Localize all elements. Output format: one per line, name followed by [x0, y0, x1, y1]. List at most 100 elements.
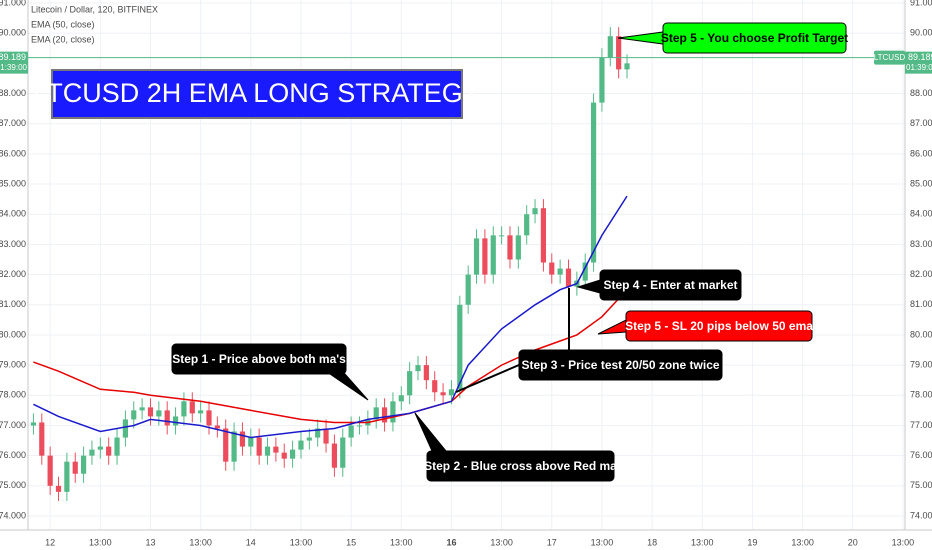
candle-body	[515, 235, 521, 260]
annotation-box	[171, 343, 347, 375]
x-tick-label: 18	[647, 537, 657, 547]
candle-body	[106, 446, 112, 456]
x-tick-label: 12	[45, 537, 55, 547]
candle-body	[415, 365, 421, 372]
candle-body	[298, 440, 304, 450]
candle-body	[80, 455, 87, 474]
candle-body	[273, 446, 279, 453]
y-tick-label-left: 81.000	[0, 299, 26, 309]
price-tag-bg-left	[0, 51, 28, 74]
candle-body	[189, 401, 195, 414]
candle-body	[239, 431, 246, 447]
candle-body	[315, 428, 321, 438]
y-tick-label-left: 75.000	[0, 480, 26, 490]
y-tick-label: 87.000	[910, 118, 932, 128]
candle-body	[549, 262, 555, 275]
y-tick-label: 88.000	[910, 88, 932, 98]
candle-body	[72, 461, 78, 474]
annotation-text: Step 3 - Price test 20/50 zone twice	[521, 358, 719, 372]
candle-body	[590, 102, 597, 263]
symbol-tag-bg	[874, 50, 905, 65]
annotation-box	[662, 22, 847, 54]
y-tick-label-left: 80.000	[0, 329, 26, 339]
candle-body	[448, 389, 455, 396]
y-tick-label: 83.000	[910, 239, 932, 249]
candle-body	[323, 428, 329, 444]
y-tick-label: 74.000	[910, 510, 932, 520]
candle-body	[47, 455, 53, 486]
candle-body	[147, 407, 154, 417]
candle-body	[348, 425, 354, 438]
annotation-box	[599, 269, 742, 301]
y-tick-label-left: 74.000	[0, 510, 26, 520]
overlay: Litecoin / Dollar, 120, BITFINEX EMA (50…	[31, 4, 848, 482]
candle-body	[139, 407, 145, 411]
ema-line	[33, 195, 628, 439]
y-tick-label: 90.000	[910, 28, 932, 38]
candle-body	[356, 425, 363, 427]
candle-body	[381, 407, 388, 423]
grid	[28, 0, 905, 530]
x-tick-label: 13:00	[490, 537, 513, 547]
title-box	[51, 69, 463, 119]
candle-body	[616, 36, 622, 70]
candle-body	[582, 262, 588, 281]
plot	[28, 27, 905, 501]
y-tick-label: 84.000	[910, 209, 932, 219]
candle-body	[256, 437, 262, 456]
legend-ema20: EMA (20, close)	[31, 34, 95, 44]
y-tick-label-left: 88.000	[0, 88, 26, 98]
annotation-pointer	[455, 364, 520, 393]
candle-body	[490, 235, 496, 275]
annotation-box	[625, 310, 813, 342]
annotation-text: Step 5 - You choose Profit Target	[661, 31, 848, 45]
annotation-text: Step 5 - SL 20 pips below 50 ema	[625, 319, 813, 333]
x-tick-label: 13:00	[892, 537, 915, 547]
candle-body	[64, 461, 70, 492]
y-tick-label-left: 82.000	[0, 269, 26, 279]
y-tick-label: 91.000	[910, 0, 932, 7]
candle-body	[181, 401, 187, 417]
candle-body	[432, 380, 438, 393]
candle-body	[264, 446, 271, 456]
y-tick-label-left: 78.000	[0, 390, 26, 400]
y-tick-label-left: 77.000	[0, 420, 26, 430]
legend-symbol: Litecoin / Dollar, 120, BITFINEX	[31, 4, 158, 14]
x-tick-label: 13	[145, 537, 155, 547]
y-tick-label-left: 87.000	[0, 118, 26, 128]
y-tick-label: 86.000	[910, 148, 932, 158]
candle-body	[89, 449, 95, 456]
y-tick-label: 82.000	[910, 269, 932, 279]
candle-body	[131, 410, 137, 420]
y-tick-label: 85.000	[910, 178, 932, 188]
y-tick-label-left: 85.000	[0, 178, 26, 188]
y-tick-label: 76.000	[910, 450, 932, 460]
y-tick-label: 77.000	[910, 420, 932, 430]
price-tag: 89.189	[908, 52, 932, 62]
x-tick-label: 16	[446, 537, 456, 547]
x-tick-label: 13:00	[290, 537, 313, 547]
candle-body	[624, 63, 630, 70]
candle-body	[156, 410, 162, 417]
candle-body	[524, 214, 530, 236]
candle-body	[599, 57, 605, 103]
y-tick-label: 78.000	[910, 390, 932, 400]
candle-body	[457, 304, 463, 390]
candle-body	[30, 422, 37, 426]
symbol-tag: LTCUSD	[874, 53, 906, 62]
x-tick-label: 20	[848, 537, 858, 547]
x-tick-label: 13:00	[89, 537, 112, 547]
candle-body	[306, 437, 312, 441]
x-tick-label: 13:00	[691, 537, 714, 547]
candle-body	[198, 410, 204, 414]
x-tick-label: 13:00	[189, 537, 212, 547]
candle-body	[164, 410, 170, 426]
y-tick-label: 75.000	[910, 480, 932, 490]
y-tick-label: 81.000	[910, 299, 932, 309]
candle-body	[114, 437, 120, 456]
candle-body	[540, 208, 547, 263]
chart-title: LTCUSD 2H EMA LONG STRATEGY	[33, 78, 481, 108]
y-tick-label-left: 90.000	[0, 28, 26, 38]
countdown: 01:39:00	[906, 63, 932, 72]
